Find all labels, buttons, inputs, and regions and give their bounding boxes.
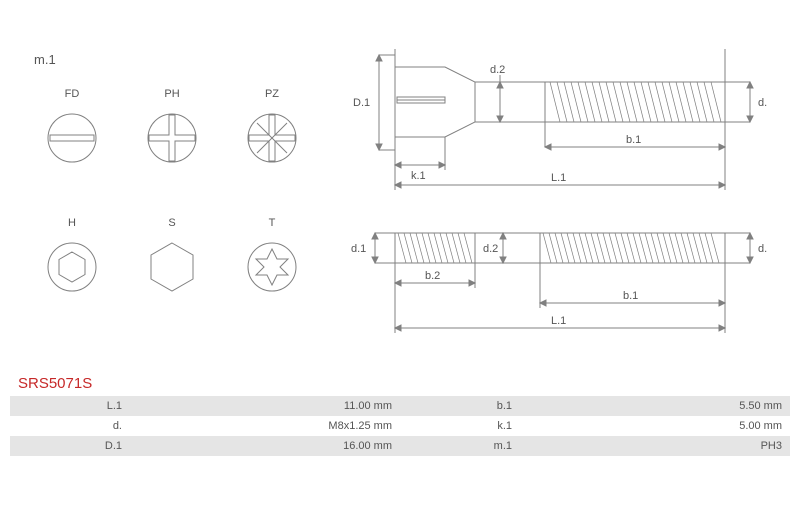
drive-ph: PH (142, 88, 202, 167)
drive-h-label: H (42, 217, 102, 229)
table-row: d. M8x1.25 mm k.1 5.00 mm (10, 416, 790, 436)
dim2-L1: L.1 (551, 315, 566, 327)
drive-s-label: S (142, 217, 202, 229)
drive-h: H (42, 217, 102, 296)
dim2-b1: b.1 (623, 290, 638, 302)
product-code: SRS5071S (0, 370, 800, 396)
screw-drawing-1: D.1 d.2 d. b.1 k.1 L.1 (345, 35, 775, 195)
spec-label: d. (10, 416, 130, 436)
dim-k1: k.1 (411, 170, 426, 182)
spec-label: k.1 (400, 416, 520, 436)
dim2-d: d. (758, 243, 767, 255)
drive-t: T (242, 217, 302, 296)
dim-L1: L.1 (551, 172, 566, 184)
drive-types-grid: FD PH PZ H S T (42, 88, 302, 296)
t-icon (246, 241, 298, 293)
dim-d2: d.2 (490, 64, 505, 76)
spec-value: M8x1.25 mm (130, 416, 400, 436)
spec-label: m.1 (400, 436, 520, 456)
spec-value: 5.50 mm (520, 396, 790, 416)
drive-fd: FD (42, 88, 102, 167)
pz-icon (246, 112, 298, 164)
drive-t-label: T (242, 217, 302, 229)
s-icon (146, 241, 198, 293)
drive-ph-label: PH (142, 88, 202, 100)
dim-d: d. (758, 97, 767, 109)
drive-pz: PZ (242, 88, 302, 167)
drive-s: S (142, 217, 202, 296)
h-icon (46, 241, 98, 293)
spec-label: L.1 (10, 396, 130, 416)
spec-value: 11.00 mm (130, 396, 400, 416)
fd-icon (46, 112, 98, 164)
spec-value: 16.00 mm (130, 436, 400, 456)
spec-value: 5.00 mm (520, 416, 790, 436)
dim2-b2: b.2 (425, 270, 440, 282)
spec-label: D.1 (10, 436, 130, 456)
dim-D1: D.1 (353, 97, 370, 109)
dim2-d1: d.1 (351, 243, 366, 255)
dim2-d2: d.2 (483, 243, 498, 255)
spec-label: b.1 (400, 396, 520, 416)
screw-drawing-2: d.1 d.2 d. b.2 b.1 L.1 (345, 218, 775, 348)
table-row: L.1 11.00 mm b.1 5.50 mm (10, 396, 790, 416)
m1-label: m.1 (34, 52, 56, 67)
specs-table: L.1 11.00 mm b.1 5.50 mm d. M8x1.25 mm k… (10, 396, 790, 456)
spec-value: PH3 (520, 436, 790, 456)
ph-icon (146, 112, 198, 164)
table-row: D.1 16.00 mm m.1 PH3 (10, 436, 790, 456)
drive-pz-label: PZ (242, 88, 302, 100)
drive-fd-label: FD (42, 88, 102, 100)
dim-b1: b.1 (626, 134, 641, 146)
